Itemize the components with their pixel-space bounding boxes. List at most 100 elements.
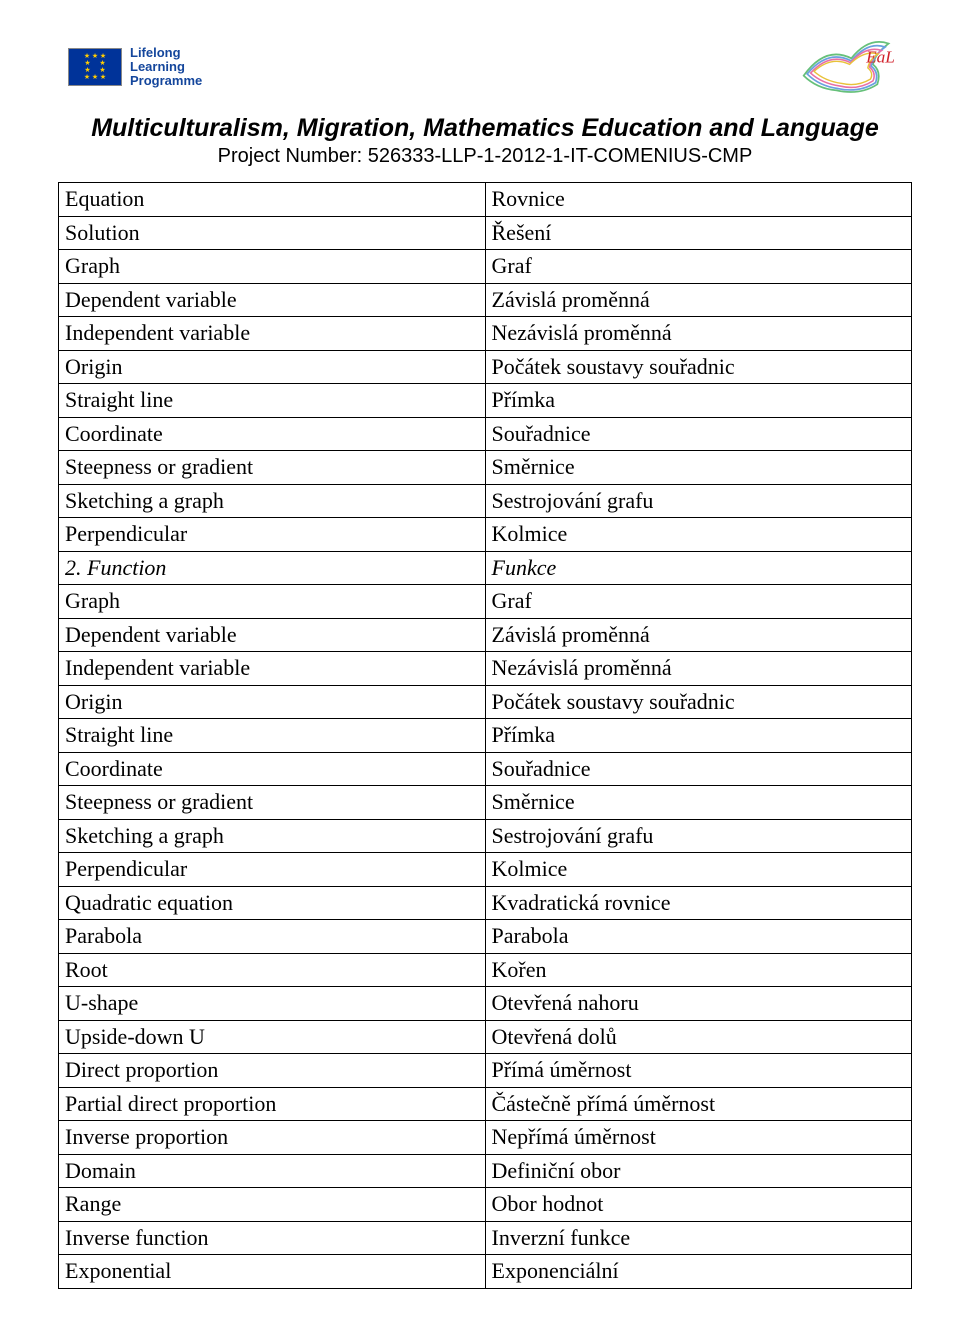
term-english: Inverse proportion bbox=[59, 1121, 486, 1155]
eu-flag-icon bbox=[68, 48, 122, 86]
term-english: Origin bbox=[59, 685, 486, 719]
term-czech: Definiční obor bbox=[485, 1154, 912, 1188]
llp-logo: Lifelong Learning Programme bbox=[68, 46, 202, 89]
term-czech: Řešení bbox=[485, 216, 912, 250]
header-logos: Lifelong Learning Programme EaL bbox=[58, 28, 912, 112]
term-english: Range bbox=[59, 1188, 486, 1222]
term-english: U-shape bbox=[59, 987, 486, 1021]
llp-line1: Lifelong bbox=[130, 46, 202, 60]
table-row: Straight linePřímka bbox=[59, 719, 912, 753]
term-english: Direct proportion bbox=[59, 1054, 486, 1088]
term-english: Solution bbox=[59, 216, 486, 250]
term-czech: Graf bbox=[485, 585, 912, 619]
term-english: Straight line bbox=[59, 384, 486, 418]
term-english: 2. Function bbox=[59, 551, 486, 585]
term-english: Domain bbox=[59, 1154, 486, 1188]
term-english: Independent variable bbox=[59, 652, 486, 686]
term-english: Partial direct proportion bbox=[59, 1087, 486, 1121]
term-czech: Exponenciální bbox=[485, 1255, 912, 1289]
term-english: Steepness or gradient bbox=[59, 786, 486, 820]
term-english: Perpendicular bbox=[59, 853, 486, 887]
term-czech: Souřadnice bbox=[485, 417, 912, 451]
term-english: Origin bbox=[59, 350, 486, 384]
term-english: Equation bbox=[59, 183, 486, 217]
term-czech: Směrnice bbox=[485, 786, 912, 820]
table-row: Independent variableNezávislá proměnná bbox=[59, 652, 912, 686]
eal-dove-logo: EaL bbox=[792, 28, 902, 106]
term-english: Perpendicular bbox=[59, 518, 486, 552]
term-czech: Inverzní funkce bbox=[485, 1221, 912, 1255]
term-english: Sketching a graph bbox=[59, 484, 486, 518]
term-czech: Kořen bbox=[485, 953, 912, 987]
table-row: PerpendicularKolmice bbox=[59, 853, 912, 887]
term-czech: Otevřená dolů bbox=[485, 1020, 912, 1054]
term-czech: Kvadratická rovnice bbox=[485, 886, 912, 920]
term-english: Dependent variable bbox=[59, 283, 486, 317]
table-row: Direct proportionPřímá úměrnost bbox=[59, 1054, 912, 1088]
table-row: OriginPočátek soustavy souřadnic bbox=[59, 350, 912, 384]
term-czech: Směrnice bbox=[485, 451, 912, 485]
term-english: Upside-down U bbox=[59, 1020, 486, 1054]
llp-line3: Programme bbox=[130, 74, 202, 88]
term-czech: Funkce bbox=[485, 551, 912, 585]
term-english: Root bbox=[59, 953, 486, 987]
vocab-table: EquationRovniceSolutionŘešeníGraphGrafDe… bbox=[58, 182, 912, 1289]
table-row: Upside-down UOtevřená dolů bbox=[59, 1020, 912, 1054]
table-row: Sketching a graphSestrojování grafu bbox=[59, 484, 912, 518]
term-english: Straight line bbox=[59, 719, 486, 753]
table-row: Steepness or gradientSměrnice bbox=[59, 451, 912, 485]
term-czech: Sestrojování grafu bbox=[485, 819, 912, 853]
table-row: SolutionŘešení bbox=[59, 216, 912, 250]
term-czech: Závislá proměnná bbox=[485, 283, 912, 317]
term-english: Graph bbox=[59, 250, 486, 284]
term-czech: Počátek soustavy souřadnic bbox=[485, 350, 912, 384]
table-row: Dependent variableZávislá proměnná bbox=[59, 618, 912, 652]
term-english: Coordinate bbox=[59, 752, 486, 786]
term-czech: Souřadnice bbox=[485, 752, 912, 786]
table-row: PerpendicularKolmice bbox=[59, 518, 912, 552]
term-czech: Počátek soustavy souřadnic bbox=[485, 685, 912, 719]
table-row: Steepness or gradientSměrnice bbox=[59, 786, 912, 820]
table-row: Partial direct proportionČástečně přímá … bbox=[59, 1087, 912, 1121]
term-czech: Parabola bbox=[485, 920, 912, 954]
llp-text: Lifelong Learning Programme bbox=[130, 46, 202, 89]
term-czech: Otevřená nahoru bbox=[485, 987, 912, 1021]
term-english: Independent variable bbox=[59, 317, 486, 351]
table-row: Independent variableNezávislá proměnná bbox=[59, 317, 912, 351]
term-czech: Přímka bbox=[485, 384, 912, 418]
table-row: Straight linePřímka bbox=[59, 384, 912, 418]
eal-text: EaL bbox=[865, 48, 895, 67]
term-czech: Kolmice bbox=[485, 853, 912, 887]
table-row: Quadratic equationKvadratická rovnice bbox=[59, 886, 912, 920]
table-row: OriginPočátek soustavy souřadnic bbox=[59, 685, 912, 719]
term-english: Sketching a graph bbox=[59, 819, 486, 853]
term-czech: Přímka bbox=[485, 719, 912, 753]
term-czech: Rovnice bbox=[485, 183, 912, 217]
term-english: Steepness or gradient bbox=[59, 451, 486, 485]
term-czech: Závislá proměnná bbox=[485, 618, 912, 652]
table-row: EquationRovnice bbox=[59, 183, 912, 217]
table-row: CoordinateSouřadnice bbox=[59, 417, 912, 451]
project-number: Project Number: 526333-LLP-1-2012-1-IT-C… bbox=[58, 145, 912, 168]
table-row: GraphGraf bbox=[59, 250, 912, 284]
table-row: DomainDefiniční obor bbox=[59, 1154, 912, 1188]
term-english: Parabola bbox=[59, 920, 486, 954]
table-row: Inverse proportionNepřímá úměrnost bbox=[59, 1121, 912, 1155]
term-czech: Sestrojování grafu bbox=[485, 484, 912, 518]
term-czech: Přímá úměrnost bbox=[485, 1054, 912, 1088]
term-english: Coordinate bbox=[59, 417, 486, 451]
title-block: Multiculturalism, Migration, Mathematics… bbox=[58, 114, 912, 168]
page: Lifelong Learning Programme EaL Multicul… bbox=[0, 0, 960, 1329]
table-row: RangeObor hodnot bbox=[59, 1188, 912, 1222]
table-row: Inverse functionInverzní funkce bbox=[59, 1221, 912, 1255]
term-czech: Nepřímá úměrnost bbox=[485, 1121, 912, 1155]
term-english: Quadratic equation bbox=[59, 886, 486, 920]
project-title: Multiculturalism, Migration, Mathematics… bbox=[58, 114, 912, 143]
term-czech: Částečně přímá úměrnost bbox=[485, 1087, 912, 1121]
table-row: GraphGraf bbox=[59, 585, 912, 619]
term-czech: Kolmice bbox=[485, 518, 912, 552]
term-english: Inverse function bbox=[59, 1221, 486, 1255]
term-english: Exponential bbox=[59, 1255, 486, 1289]
term-czech: Nezávislá proměnná bbox=[485, 652, 912, 686]
term-english: Dependent variable bbox=[59, 618, 486, 652]
